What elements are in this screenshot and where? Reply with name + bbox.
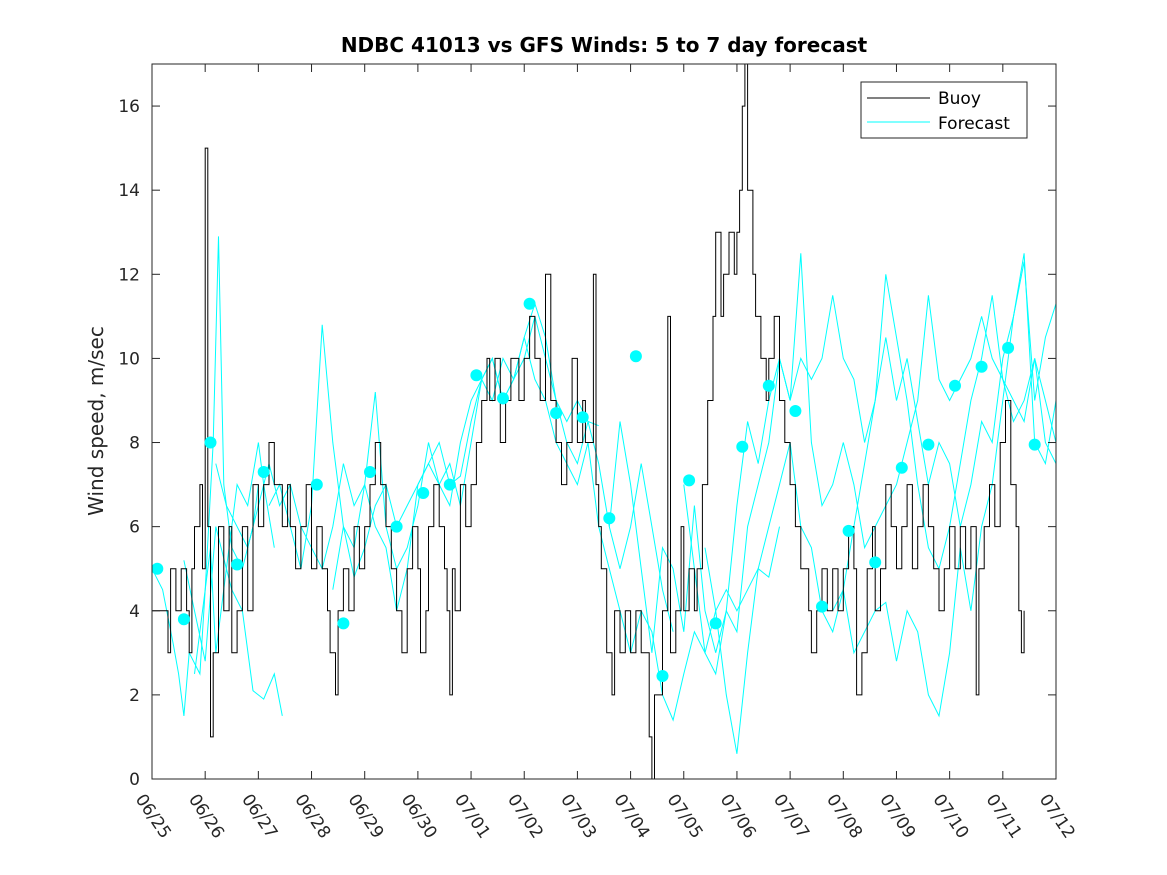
y-tick-label: 2 [129,686,140,706]
forecast-marker-12 [470,369,483,382]
series-layer [152,64,1056,779]
y-tick-label: 4 [129,602,140,622]
forecast-marker-1 [152,562,164,575]
y-tick-label: 0 [129,770,140,790]
forecast-trace-9 [704,274,1056,754]
forecast-trace-10 [832,253,1056,718]
forecast-marker-30 [949,379,961,392]
forecast-marker-3 [204,436,217,449]
forecast-marker-24 [789,405,802,417]
forecast-marker-4 [231,558,244,571]
buoy-line [152,64,1025,779]
forecast-marker-16 [576,411,589,424]
forecast-marker-2 [177,613,190,626]
forecast-marker-27 [869,556,882,569]
y-axis-title: Wind speed, m/sec [84,326,108,516]
chart-title: NDBC 41013 vs GFS Winds: 5 to 7 day fore… [341,33,868,57]
legend-forecast-label: Forecast [938,114,1010,134]
forecast-marker-8 [364,466,376,478]
forecast-marker-15 [550,407,563,420]
legend-buoy-label: Buoy [938,89,981,109]
forecast-marker-26 [842,524,855,537]
legend-box [860,81,1028,139]
forecast-marker-18 [629,350,642,363]
forecast-marker-31 [975,360,988,373]
forecast-marker-22 [736,440,749,453]
forecast-marker-20 [683,474,696,487]
forecast-trace-7 [608,253,1056,653]
y-tick-label: 14 [118,181,140,201]
forecast-marker-25 [816,600,828,613]
forecast-trace-5 [268,316,674,632]
forecast-marker-13 [497,392,509,405]
forecast-marker-17 [603,512,616,525]
forecast-trace-1 [152,442,275,716]
forecast-marker-9 [390,520,403,533]
y-tick-label: 8 [129,434,140,454]
y-tick-label: 10 [118,349,140,369]
forecast-marker-6 [310,478,323,491]
forecast-marker-29 [922,438,935,451]
forecast-marker-28 [895,461,908,474]
forecast-marker-11 [443,478,456,491]
y-tick-label: 12 [118,265,140,285]
forecast-marker-14 [523,297,536,310]
forecast-marker-7 [337,617,350,630]
forecast-marker-32 [1002,341,1015,354]
legend: Buoy Forecast [860,81,1028,139]
forecast-marker-10 [417,487,430,499]
y-tick-label: 16 [118,97,140,117]
forecast-marker-21 [709,617,722,630]
y-tick-label: 6 [129,518,140,538]
forecast-marker-5 [257,466,270,478]
axes-box [151,63,1057,780]
forecast-trace-8 [683,261,1056,676]
forecast-marker-19 [656,670,669,682]
forecast-marker-33 [1028,438,1041,451]
forecast-marker-23 [762,379,775,392]
